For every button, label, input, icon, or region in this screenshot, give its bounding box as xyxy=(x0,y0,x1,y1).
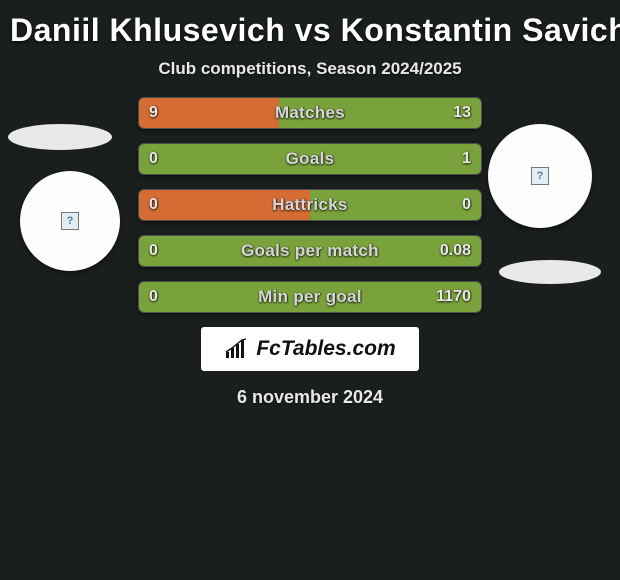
subtitle: Club competitions, Season 2024/2025 xyxy=(0,53,620,97)
right-team-ellipse xyxy=(499,260,601,284)
date-label: 6 november 2024 xyxy=(0,371,620,416)
stat-bar: 01170Min per goal xyxy=(138,281,482,313)
brand-badge: FcTables.com xyxy=(201,327,419,371)
stat-bars: 913Matches 01Goals 00Hattricks 00.08Goals p… xyxy=(138,97,482,313)
stat-bar: 01Goals xyxy=(138,143,482,175)
stat-label: Matches xyxy=(139,98,481,128)
page-title: Daniil Khlusevich vs Konstantin Savichev xyxy=(0,0,620,53)
image-placeholder-icon: ? xyxy=(531,167,549,185)
comparison-card: Daniil Khlusevich vs Konstantin Savichev… xyxy=(0,0,620,416)
stat-bar: 00.08Goals per match xyxy=(138,235,482,267)
right-player-avatar: ? xyxy=(488,124,592,228)
brand-label: FcTables.com xyxy=(256,337,395,361)
left-team-ellipse xyxy=(8,124,112,150)
stat-label: Hattricks xyxy=(139,190,481,220)
left-player-avatar: ? xyxy=(20,171,120,271)
brand-bars-icon xyxy=(224,338,252,360)
stat-bar: 913Matches xyxy=(138,97,482,129)
stat-bar: 00Hattricks xyxy=(138,189,482,221)
stat-label: Goals per match xyxy=(139,236,481,266)
stat-label: Goals xyxy=(139,144,481,174)
image-placeholder-icon: ? xyxy=(61,212,79,230)
stat-label: Min per goal xyxy=(139,282,481,312)
